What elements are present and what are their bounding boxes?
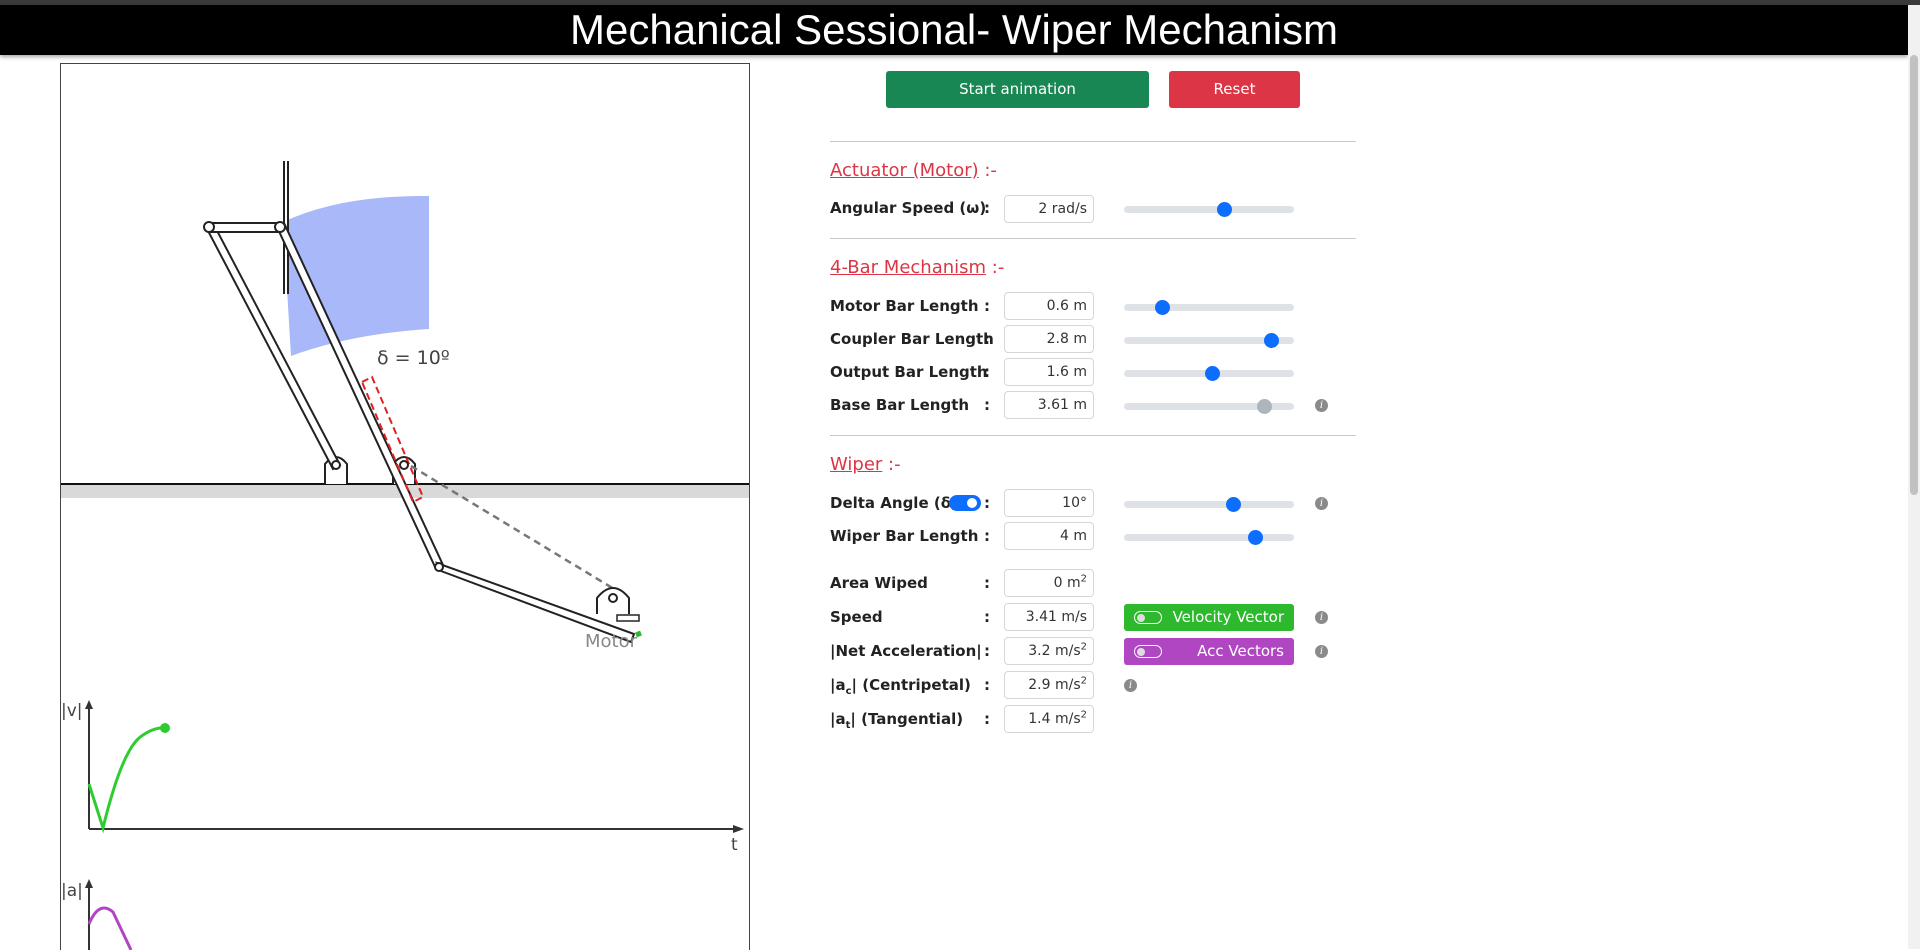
net-acceleration-output: 3.2 m/s2 <box>1004 637 1094 665</box>
page-title: Mechanical Sessional- Wiper Mechanism <box>0 5 1908 55</box>
delta-angle-input[interactable]: 10° <box>1004 489 1094 517</box>
acc-vectors-label: Acc Vectors <box>1197 642 1284 660</box>
coupler-bar-slider[interactable] <box>1124 333 1294 348</box>
tangential-label: |at| (Tangential) <box>830 710 964 731</box>
window-top-border <box>0 0 1920 5</box>
scrollbar-thumb[interactable] <box>1910 55 1918 495</box>
toggle-knob <box>967 498 977 508</box>
toggle-switch <box>1134 611 1162 624</box>
colon: : <box>984 297 990 315</box>
wiper-bar-label: Wiper Bar Length <box>830 527 979 545</box>
acceleration-axis-label: |a| <box>61 881 83 901</box>
coupler-bar-input[interactable]: 2.8 m <box>1004 325 1094 353</box>
colon: : <box>984 330 990 348</box>
velocity-vector-label: Velocity Vector <box>1172 608 1284 626</box>
centripetal-label: |ac| (Centripetal) <box>830 676 971 697</box>
delta-angle-label: Delta Angle (δ) <box>830 494 958 512</box>
time-axis-label: t <box>731 835 738 855</box>
colon: : <box>984 199 990 217</box>
motor-label: Motor <box>585 631 638 652</box>
colon: : <box>984 608 990 626</box>
velocity-curve <box>87 726 166 834</box>
delta-angle-slider[interactable] <box>1124 497 1294 512</box>
area-wiped-output: 0 m2 <box>1004 569 1094 597</box>
output-bar-label: Output Bar Length <box>830 363 988 381</box>
slider-thumb[interactable] <box>1226 497 1242 512</box>
motor-crank <box>635 630 642 638</box>
colon: : <box>984 574 990 592</box>
slider-thumb[interactable] <box>1217 202 1232 217</box>
acceleration-curve <box>87 906 133 950</box>
wiper-bar-slider[interactable] <box>1124 530 1294 545</box>
coupler-bar-label: Coupler Bar Length <box>830 330 994 348</box>
speed-info-icon[interactable]: i <box>1315 611 1328 624</box>
velocity-axis-label: |v| <box>61 701 83 721</box>
speed-label: Speed <box>830 608 883 626</box>
angular-speed-label: Angular Speed (ω) <box>830 199 987 217</box>
motor-bar-slider[interactable] <box>1124 300 1294 315</box>
base-bar-label: Base Bar Length <box>830 396 970 414</box>
joint <box>608 593 618 603</box>
colon: : <box>984 494 990 512</box>
colon: : <box>984 642 990 660</box>
net-acceleration-label: |Net Acceleration| <box>830 642 982 660</box>
speed-output: 3.41 m/s <box>1004 603 1094 631</box>
velocity-point <box>160 723 170 733</box>
angular-speed-input[interactable]: 2 rad/s <box>1004 195 1094 223</box>
divider <box>830 141 1356 142</box>
wiper-bar-input[interactable]: 4 m <box>1004 522 1094 550</box>
base-bar-slider <box>1124 399 1294 414</box>
fourbar-section-title: 4-Bar Mechanism :- <box>830 257 1005 278</box>
centripetal-info-icon[interactable]: i <box>1124 679 1137 692</box>
base-bar-info-icon[interactable]: i <box>1315 399 1328 412</box>
slider-thumb[interactable] <box>1155 300 1170 315</box>
delta-label: δ = 10º <box>377 347 450 369</box>
top-coupler <box>208 222 282 233</box>
colon: : <box>984 710 990 728</box>
colon: : <box>984 527 990 545</box>
simulation-canvas: δ = 10º Motor |v| t |a| <box>60 63 750 950</box>
mechanism-drawing: δ = 10º Motor |v| t |a| <box>61 161 749 950</box>
joint <box>331 460 341 470</box>
colon: : <box>984 363 990 381</box>
colon: : <box>984 396 990 414</box>
velocity-vector-toggle[interactable]: Velocity Vector <box>1124 604 1294 631</box>
centripetal-output: 2.9 m/s2 <box>1004 671 1094 699</box>
start-animation-button[interactable]: Start animation <box>886 71 1149 108</box>
slider-thumb[interactable] <box>1248 530 1263 545</box>
base-line <box>410 464 620 594</box>
delta-angle-toggle[interactable] <box>949 495 981 511</box>
delta-angle-info-icon[interactable]: i <box>1315 497 1328 510</box>
acceleration-info-icon[interactable]: i <box>1315 645 1328 658</box>
slider-thumb[interactable] <box>1204 366 1220 381</box>
joint <box>399 460 409 470</box>
area-wiped-label: Area Wiped <box>830 574 928 592</box>
actuator-section-title: Actuator (Motor) :- <box>830 160 997 181</box>
joint <box>203 221 215 233</box>
divider <box>830 238 1356 239</box>
output-bar-input[interactable]: 1.6 m <box>1004 358 1094 386</box>
acc-vectors-toggle[interactable]: Acc Vectors <box>1124 638 1294 665</box>
joint <box>274 221 286 233</box>
slider-thumb[interactable] <box>1263 333 1279 348</box>
colon: : <box>984 676 990 694</box>
base-bar-input[interactable]: 3.61 m <box>1004 391 1094 419</box>
motor-bar-input[interactable]: 0.6 m <box>1004 292 1094 320</box>
motor-bar-label: Motor Bar Length <box>830 297 979 315</box>
slider-thumb-disabled <box>1257 399 1273 414</box>
joint <box>434 562 444 572</box>
tangential-output: 1.4 m/s2 <box>1004 705 1094 733</box>
divider <box>830 435 1356 436</box>
reset-button[interactable]: Reset <box>1169 71 1300 108</box>
angular-speed-slider[interactable] <box>1124 202 1294 217</box>
wiper-section-title: Wiper :- <box>830 454 901 475</box>
output-bar-slider[interactable] <box>1124 366 1294 381</box>
toggle-switch <box>1134 645 1162 658</box>
